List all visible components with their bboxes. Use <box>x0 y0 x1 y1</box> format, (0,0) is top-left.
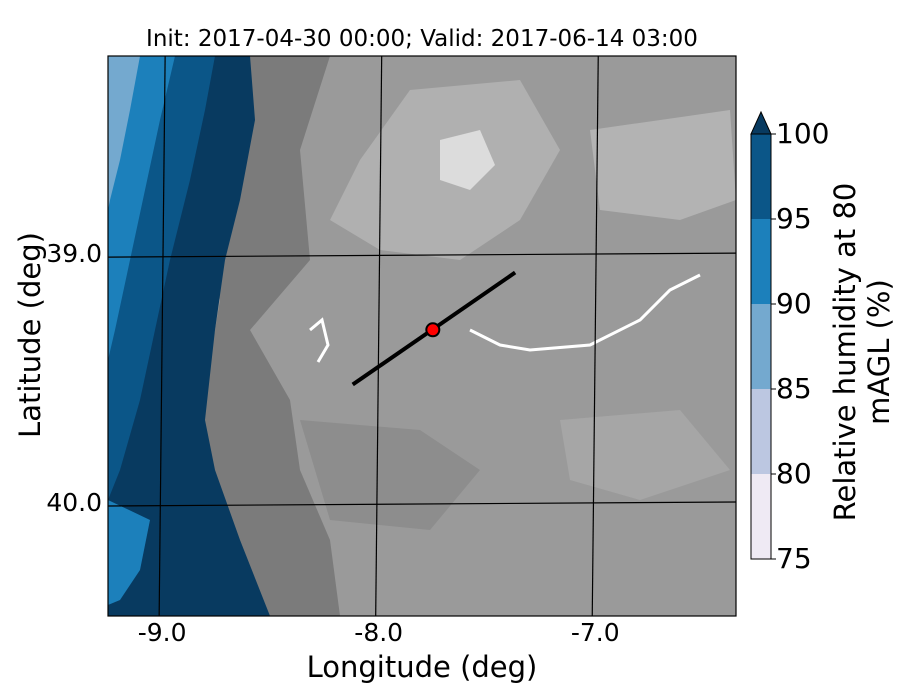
y-axis-label: Latitude (deg) <box>13 232 47 438</box>
y-tick-label: 40.0 <box>46 488 102 517</box>
colorbar-tick-label: 80 <box>776 457 812 490</box>
terrain-east-light <box>590 110 736 220</box>
meridian-line <box>158 56 166 616</box>
x-tick-label: -7.0 <box>570 618 620 647</box>
colorbar-segment <box>751 219 771 304</box>
y-tick-label: 39.0 <box>46 239 102 269</box>
colorbar-tick-label: 75 <box>776 542 812 575</box>
colorbar-frame <box>750 133 772 560</box>
parallel-line <box>108 252 736 258</box>
river-channel-2 <box>309 317 330 363</box>
colorbar <box>750 110 776 560</box>
colorbar-segment <box>751 134 771 219</box>
terrain-peak <box>440 130 495 190</box>
map-area[interactable] <box>108 56 736 616</box>
site-marker[interactable] <box>425 322 441 338</box>
humidity-band-south-coast <box>108 500 150 605</box>
terrain-east-mid <box>560 410 730 500</box>
colorbar-tick-label: 95 <box>776 202 812 235</box>
colorbar-segment <box>751 304 771 389</box>
colorbar-label: Relative humidity at 80 mAGL (%) <box>828 182 896 522</box>
map-frame <box>107 55 737 617</box>
meridian-line <box>375 56 383 616</box>
x-tick-label: -8.0 <box>354 618 404 647</box>
river-channel <box>469 273 701 352</box>
parallel-line <box>108 501 736 507</box>
colorbar-tick-label: 85 <box>776 372 812 405</box>
x-tick-label: -9.0 <box>137 618 187 647</box>
graticule-lines <box>108 56 736 616</box>
humidity-band-80-85 <box>108 56 140 210</box>
terrain-south-mid <box>300 420 480 530</box>
colorbar-tick-label: 90 <box>776 287 812 320</box>
plot-title: Init: 2017-04-30 00:00; Valid: 2017-06-1… <box>146 26 698 52</box>
meridian-line <box>591 56 599 616</box>
colorbar-segment <box>751 389 771 474</box>
colorbar-tick-label: 100 <box>776 117 830 150</box>
colorbar-segment <box>751 474 771 559</box>
x-axis-label: Longitude (deg) <box>306 650 538 684</box>
colorbar-extend-arrow <box>750 110 772 135</box>
